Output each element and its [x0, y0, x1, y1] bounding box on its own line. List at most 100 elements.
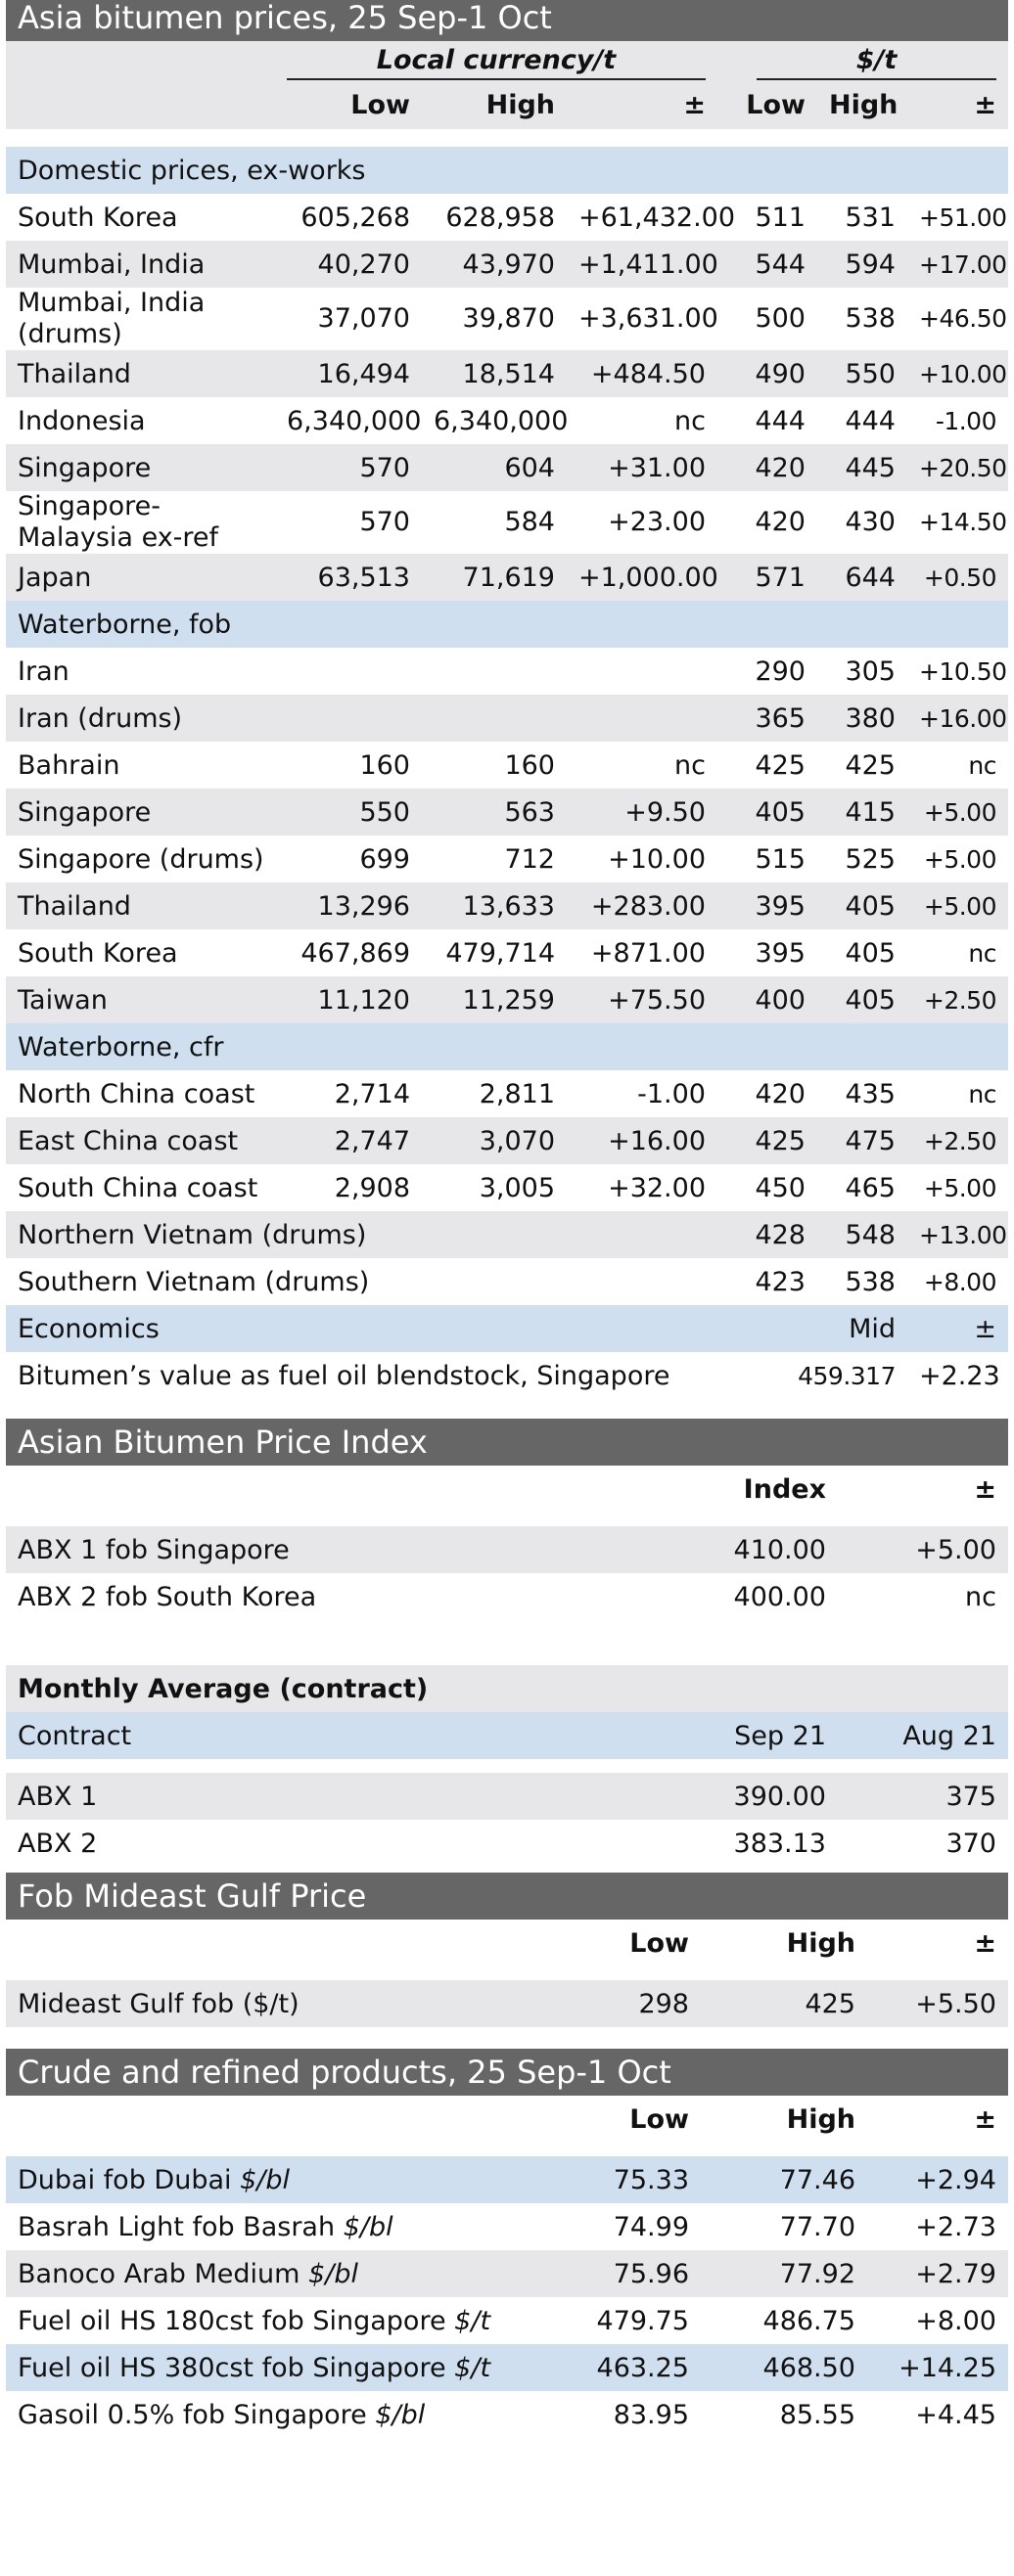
row-low-usd: 420: [717, 1070, 817, 1117]
row-change: +5.00: [838, 1526, 1008, 1573]
product-unit: $/bl: [343, 2211, 393, 2242]
row-low-usd: 571: [717, 554, 817, 601]
local-currency-header: Local currency/t: [287, 41, 706, 80]
row-change-usd: +5.00: [907, 882, 1008, 929]
row-high-usd: 465: [817, 1164, 907, 1211]
row-change-local: +23.00: [567, 491, 717, 554]
row-label: Singapore-Malaysia ex-ref: [6, 491, 275, 554]
table-row: ABX 1 fob Singapore 410.00 +5.00: [6, 1526, 1008, 1573]
row-high: 85.55: [701, 2391, 867, 2438]
row-low-local: 37,070: [275, 288, 422, 350]
col-index: Index: [593, 1466, 838, 1513]
table-row: Dubai fob Dubai $/bl 75.33 77.46 +2.94: [6, 2156, 1008, 2203]
row-change-usd: +13.00: [907, 1211, 1008, 1258]
row-change: +14.25: [867, 2344, 1008, 2391]
product-name: Banoco Arab Medium: [18, 2258, 300, 2289]
col-high-local: High: [422, 80, 567, 129]
column-header-row: Low High ± Low High ±: [6, 80, 1008, 129]
row-change-usd: +5.00: [907, 836, 1008, 882]
row-low: 83.95: [554, 2391, 701, 2438]
row-mid: 459.317: [717, 1352, 907, 1399]
col-change: ±: [867, 1920, 1008, 1966]
row-low-local: 699: [275, 836, 422, 882]
row-change-local: -1.00: [567, 1070, 717, 1117]
table-row: Northern Vietnam (drums) 428 548 +13.00: [6, 1211, 1008, 1258]
row-label: Japan: [6, 554, 275, 601]
row-label: East China coast: [6, 1117, 275, 1164]
section-header: Waterborne, cfr: [6, 1023, 1008, 1070]
row-change: +2.73: [867, 2203, 1008, 2250]
row-label: Iran: [6, 648, 275, 695]
economics-header-row: Economics Mid ±: [6, 1305, 1008, 1352]
row-label: Iran (drums): [6, 695, 275, 742]
product-name: Gasoil 0.5% fob Singapore: [18, 2399, 367, 2430]
table-row: Fuel oil HS 380cst fob Singapore $/t 463.…: [6, 2344, 1008, 2391]
row-high-usd: 475: [817, 1117, 907, 1164]
row-change-usd: +10.00: [907, 350, 1008, 397]
row-change: +2.94: [867, 2156, 1008, 2203]
product-name: Fuel oil HS 180cst fob Singapore: [18, 2305, 446, 2336]
row-low-usd: 423: [717, 1258, 817, 1305]
row-high: 425: [701, 1980, 867, 2027]
table-row: Mumbai, India (drums) 37,070 39,870 +3,631.…: [6, 288, 1008, 350]
mideast-header-row: Low High ±: [6, 1920, 1008, 1966]
abpi-header-row: Index ±: [6, 1466, 1008, 1513]
row-low-local: 6,340,000: [275, 397, 422, 444]
row-label: Singapore: [6, 789, 275, 836]
row-high-usd: 548: [817, 1211, 907, 1258]
row-low-local: [275, 695, 422, 742]
row-low: 298: [554, 1980, 701, 2027]
row-high: 77.92: [701, 2250, 867, 2297]
row-high-local: 39,870: [422, 288, 567, 350]
row-label: Banoco Arab Medium $/bl: [6, 2250, 554, 2297]
row-change-usd: +20.50: [907, 444, 1008, 491]
table-row: Singapore (drums) 699 712 +10.00 515 525 +5.00: [6, 836, 1008, 882]
row-label: North China coast: [6, 1070, 275, 1117]
table-row: Taiwan 11,120 11,259 +75.50 400 405 +2.50: [6, 976, 1008, 1023]
row-month-a: 390.00: [593, 1773, 838, 1820]
economics-table: Economics Mid ± Bitumen’s value as fuel …: [6, 1305, 1008, 1399]
row-index: 400.00: [593, 1573, 838, 1620]
row-low-usd: 290: [717, 648, 817, 695]
crude-header-row: Low High ±: [6, 2096, 1008, 2143]
row-change-usd: nc: [907, 1070, 1008, 1117]
row-high: 77.46: [701, 2156, 867, 2203]
table-row: Iran 290 305 +10.50: [6, 648, 1008, 695]
row-low: 74.99: [554, 2203, 701, 2250]
row-low-local: 160: [275, 742, 422, 789]
col-mid: Mid: [717, 1305, 907, 1352]
table-row: Japan 63,513 71,619 +1,000.00 571 644 +0.50: [6, 554, 1008, 601]
row-high-usd: 430: [817, 491, 907, 554]
row-high-usd: 435: [817, 1070, 907, 1117]
table-row: Thailand 13,296 13,633 +283.00 395 405 +5.00: [6, 882, 1008, 929]
row-high-usd: 445: [817, 444, 907, 491]
row-high-local: 712: [422, 836, 567, 882]
row-change-local: +283.00: [567, 882, 717, 929]
row-high-local: 13,633: [422, 882, 567, 929]
row-high-local: 18,514: [422, 350, 567, 397]
row-change-local: +484.50: [567, 350, 717, 397]
row-label: South China coast: [6, 1164, 275, 1211]
row-high-usd: 405: [817, 976, 907, 1023]
row-low-usd: 420: [717, 444, 817, 491]
product-unit: $/t: [454, 2352, 491, 2383]
row-low-usd: 544: [717, 241, 817, 288]
table-row: Singapore-Malaysia ex-ref 570 584 +23.00 420…: [6, 491, 1008, 554]
row-label: ABX 2 fob South Korea: [6, 1573, 593, 1620]
row-label: Bahrain: [6, 742, 275, 789]
row-label: Thailand: [6, 882, 275, 929]
row-change-local: +61,432.00: [567, 194, 735, 241]
row-change: +5.50: [867, 1980, 1008, 2027]
row-high-usd: 405: [817, 929, 907, 976]
row-change-local: [567, 648, 717, 695]
col-change: ±: [907, 1305, 1008, 1352]
table-row: Mumbai, India 40,270 43,970 +1,411.00 544 594…: [6, 241, 1008, 288]
table-row: Fuel oil HS 180cst fob Singapore $/t 479.…: [6, 2297, 1008, 2344]
row-high-local: 604: [422, 444, 567, 491]
row-high-usd: 531: [817, 194, 907, 241]
row-low-local: [275, 1211, 422, 1258]
row-low-usd: 428: [717, 1211, 817, 1258]
row-label: Basrah Light fob Basrah $/bl: [6, 2203, 554, 2250]
row-low: 479.75: [554, 2297, 701, 2344]
row-change-usd: -1.00: [907, 397, 1008, 444]
